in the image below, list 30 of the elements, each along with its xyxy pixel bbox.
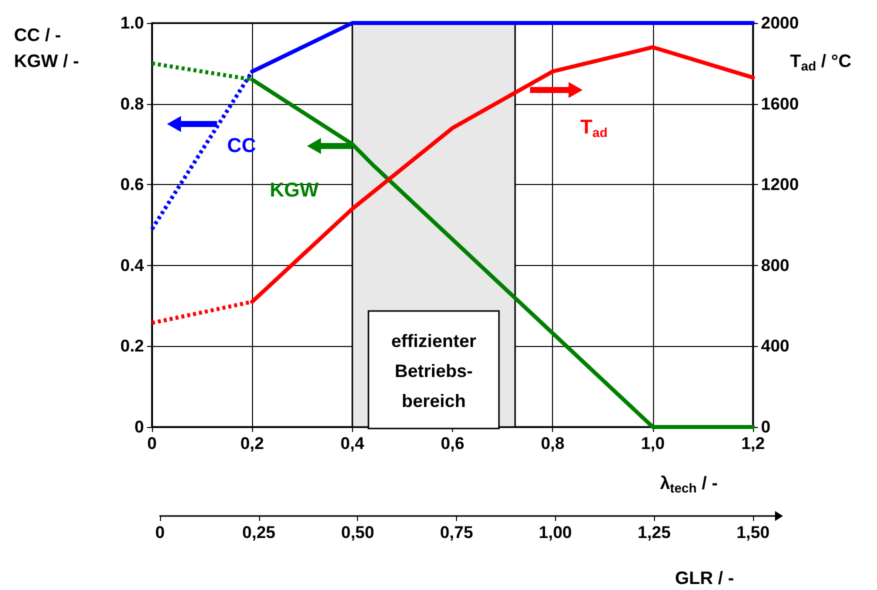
x2-tick-label: 1,50 (736, 523, 770, 542)
x-tick-label: 1,0 (641, 434, 665, 453)
x2-tick-label: 0,25 (242, 523, 276, 542)
band-label: effizienter Betriebs- bereich (391, 330, 476, 411)
x2-tick-label: 0 (155, 523, 165, 542)
y-tick-label: 0.2 (120, 336, 144, 356)
y2-tick-label: 400 (761, 336, 790, 356)
y2-tick-label: 1200 (761, 175, 799, 194)
y-tick-label: 0 (134, 418, 144, 436)
y2-tick-label: 1600 (761, 94, 799, 114)
x2-tick-label: 0,75 (440, 523, 474, 542)
y2-tick-label: 800 (761, 256, 790, 275)
x-tick-label: 1,2 (741, 434, 765, 453)
y-tick-label: 0.6 (120, 175, 144, 194)
y-tick-label: 0.4 (120, 256, 145, 275)
x-tick-label: 0,6 (440, 434, 464, 453)
x-tick-label: 0,8 (540, 434, 564, 453)
y2-tick-label: 0 (761, 418, 770, 436)
y-axis-title: CC / - KGW / - (14, 25, 79, 71)
y-tick-label: 1.0 (120, 14, 144, 32)
x-tick-label: 0,2 (240, 434, 264, 453)
text: KGW (270, 180, 319, 202)
x2-tick-label: 1,25 (638, 523, 671, 542)
x2-tick-label: 1,00 (538, 523, 572, 542)
x-tick-label: 0,4 (340, 434, 365, 453)
y-tick-label: 0.8 (120, 94, 144, 114)
x2-tick-label: 0,50 (341, 523, 374, 542)
y2-tick-label: 2000 (761, 14, 799, 32)
x2-axis-title: GLR / - (675, 568, 734, 588)
x-tick-label: 0 (147, 434, 157, 453)
